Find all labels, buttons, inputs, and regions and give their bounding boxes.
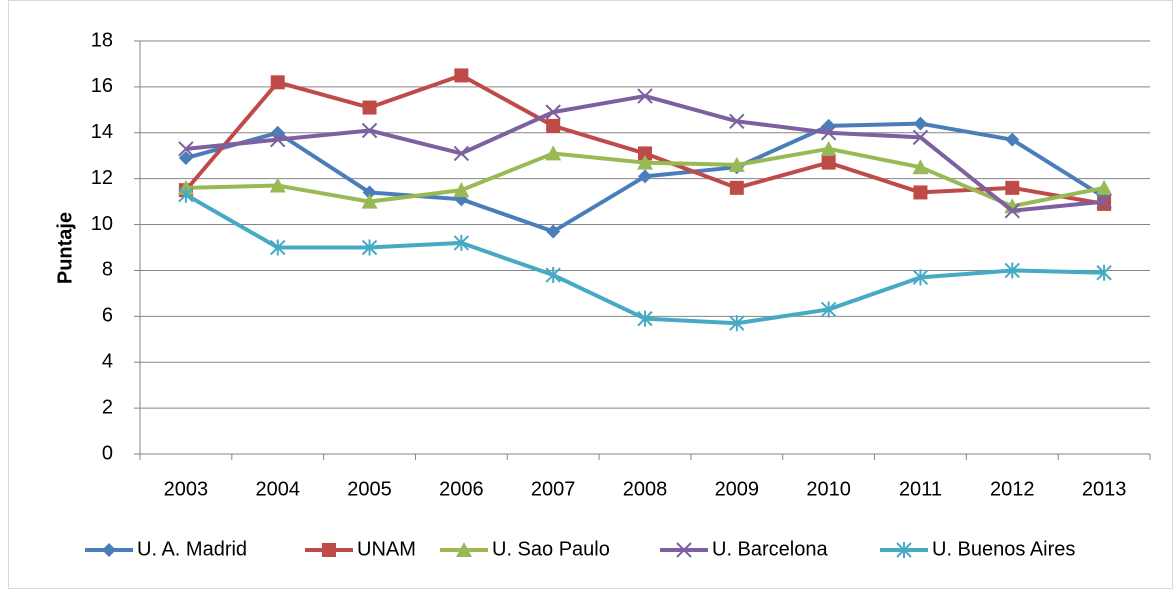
- marker: [178, 186, 194, 203]
- marker: [729, 113, 745, 130]
- x-tick-label: 2008: [623, 478, 668, 500]
- y-axis-label: Puntaje: [54, 212, 76, 284]
- marker: [362, 100, 377, 115]
- marker: [637, 310, 653, 327]
- marker: [638, 169, 652, 184]
- marker: [820, 301, 837, 318]
- marker: [453, 234, 470, 251]
- y-tick-label: 10: [91, 213, 113, 235]
- marker: [270, 131, 286, 148]
- marker: [545, 104, 561, 120]
- marker: [454, 68, 469, 83]
- marker: [912, 159, 929, 175]
- x-tick-label: 2012: [990, 478, 1035, 500]
- marker: [456, 542, 472, 557]
- marker: [322, 543, 336, 557]
- marker: [1096, 179, 1113, 195]
- marker: [913, 116, 928, 131]
- marker: [361, 193, 378, 209]
- marker: [820, 140, 837, 156]
- marker: [729, 315, 745, 332]
- y-tick-label: 0: [102, 442, 113, 464]
- legend-label: U. Sao Paulo: [492, 538, 610, 560]
- x-tick-label: 2011: [899, 478, 942, 500]
- marker: [820, 125, 837, 141]
- marker: [362, 185, 377, 200]
- y-tick-label: 6: [102, 305, 113, 327]
- legend-label: U. A. Madrid: [137, 538, 247, 560]
- marker: [1096, 264, 1112, 281]
- marker: [178, 151, 193, 166]
- marker: [729, 180, 744, 195]
- marker: [912, 129, 929, 146]
- marker: [546, 224, 561, 239]
- marker: [361, 122, 378, 139]
- y-tick-label: 4: [102, 351, 113, 373]
- x-tick-label: 2003: [164, 478, 209, 500]
- y-tick-label: 12: [91, 167, 113, 189]
- y-tick-label: 14: [91, 121, 113, 143]
- marker: [546, 118, 561, 133]
- marker: [178, 141, 194, 157]
- marker: [270, 75, 285, 90]
- legend-label: U. Barcelona: [712, 538, 828, 560]
- marker: [453, 145, 470, 162]
- y-tick-label: 8: [102, 259, 113, 281]
- marker: [269, 177, 286, 193]
- x-tick-label: 2005: [347, 478, 392, 500]
- marker: [637, 88, 653, 104]
- legend-label: U. Buenos Aires: [932, 538, 1075, 560]
- x-tick-label: 2013: [1082, 478, 1127, 500]
- marker: [270, 239, 286, 256]
- y-tick-label: 16: [91, 75, 113, 97]
- marker: [912, 269, 929, 286]
- marker: [638, 146, 652, 161]
- y-tick-label: 2: [102, 396, 113, 418]
- marker: [896, 542, 912, 558]
- marker: [361, 239, 378, 256]
- x-tick-label: 2010: [806, 478, 851, 500]
- marker: [1096, 193, 1112, 210]
- marker: [545, 145, 562, 161]
- marker: [676, 542, 692, 558]
- marker: [821, 155, 836, 170]
- x-tick-label: 2006: [439, 478, 484, 500]
- marker: [1004, 262, 1020, 279]
- marker: [1005, 132, 1020, 147]
- marker: [1004, 203, 1020, 219]
- marker: [913, 185, 928, 200]
- marker: [637, 154, 653, 170]
- marker: [545, 267, 561, 284]
- marker: [453, 182, 470, 198]
- marker: [728, 156, 745, 172]
- x-tick-label: 2007: [531, 478, 576, 500]
- y-tick-label: 18: [91, 29, 113, 51]
- marker: [102, 543, 116, 557]
- marker: [1005, 180, 1020, 195]
- x-tick-label: 2004: [255, 478, 300, 500]
- legend-label: UNAM: [357, 538, 416, 560]
- x-tick-label: 2009: [715, 478, 760, 500]
